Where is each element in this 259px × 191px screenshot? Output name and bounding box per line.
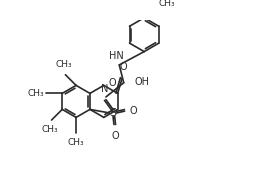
Text: CH₃: CH₃ bbox=[28, 89, 45, 98]
Text: CH₃: CH₃ bbox=[55, 60, 72, 69]
Text: O: O bbox=[119, 62, 127, 72]
Text: S: S bbox=[110, 108, 117, 118]
Text: O: O bbox=[108, 78, 116, 88]
Text: CH₃: CH₃ bbox=[41, 125, 58, 134]
Text: HN: HN bbox=[109, 51, 124, 61]
Text: O: O bbox=[130, 106, 138, 116]
Text: O: O bbox=[111, 131, 119, 141]
Text: N: N bbox=[101, 84, 109, 94]
Text: OH: OH bbox=[134, 77, 149, 87]
Text: CH₃: CH₃ bbox=[68, 138, 84, 147]
Text: CH₃: CH₃ bbox=[159, 0, 175, 8]
